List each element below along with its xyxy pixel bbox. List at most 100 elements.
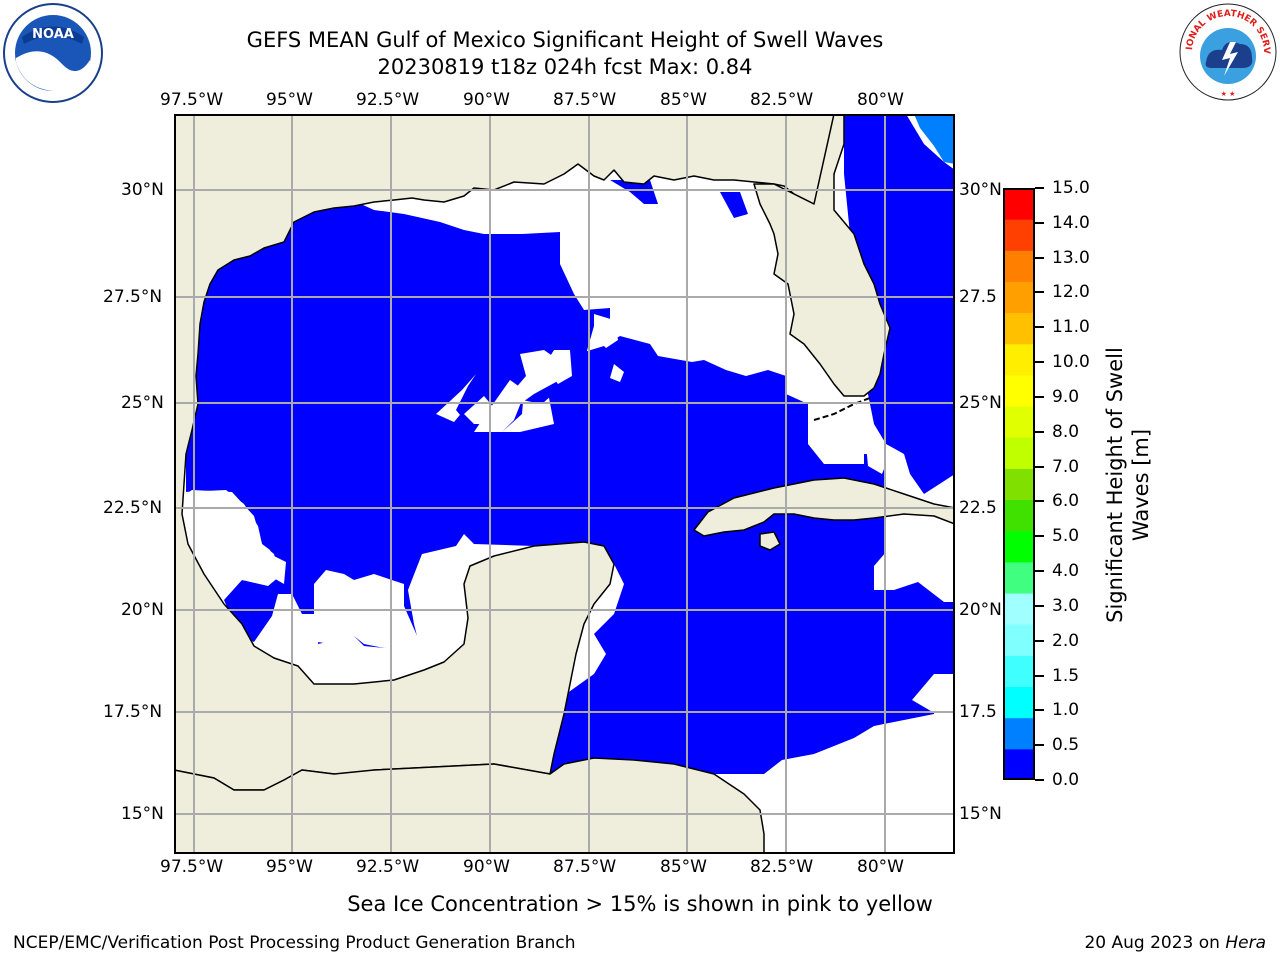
lon-label-bottom: 97.5°W xyxy=(160,857,224,877)
colorbar-tick-label: 7.0 xyxy=(1052,456,1080,477)
svg-text:★ ★: ★ ★ xyxy=(1221,90,1236,98)
colorbar-tick-label: 8.0 xyxy=(1052,421,1080,442)
colorbar-tick-label: 2.0 xyxy=(1052,630,1080,651)
map-panel xyxy=(174,114,955,854)
colorbar-tick-label: 11.0 xyxy=(1052,317,1090,338)
lat-label-left: 15°N xyxy=(121,804,164,824)
lat-label-right: 20°N xyxy=(959,600,1002,620)
lon-label-top: 92.5°W xyxy=(356,90,420,110)
colorbar-swatch xyxy=(1003,655,1035,688)
colorbar-tick-label: 1.0 xyxy=(1052,700,1080,721)
colorbar-tick-mark xyxy=(1035,500,1044,503)
sea-ice-note: Sea Ice Concentration > 15% is shown in … xyxy=(347,892,933,916)
footer-date: 20 Aug 2023 on Hera xyxy=(1084,932,1266,954)
colorbar-tick-mark xyxy=(1035,779,1044,781)
colorbar-label-line2: Waves [m] xyxy=(1129,428,1153,542)
land xyxy=(174,114,955,854)
colorbar-swatch xyxy=(1003,748,1035,780)
colorbar-swatch xyxy=(1003,343,1035,376)
colorbar-tick-mark xyxy=(1035,326,1044,329)
colorbar-tick-label: 0.5 xyxy=(1052,735,1080,756)
colorbar-tick-mark xyxy=(1035,465,1044,468)
lon-label-bottom: 82.5°W xyxy=(750,857,814,877)
colorbar-swatch xyxy=(1003,281,1035,314)
lon-label-bottom: 80°W xyxy=(857,857,904,877)
lat-label-right: 17.5 xyxy=(959,702,997,722)
colorbar-swatch xyxy=(1003,593,1035,625)
colorbar xyxy=(1003,188,1035,780)
colorbar-swatch xyxy=(1003,188,1035,220)
colorbar-swatch xyxy=(1003,374,1035,407)
footer-credit: NCEP/EMC/Verification Post Processing Pr… xyxy=(13,933,576,953)
lat-label-right: 27.5 xyxy=(959,287,997,307)
colorbar-tick-label: 15.0 xyxy=(1052,178,1090,198)
lon-label-top: 90°W xyxy=(463,90,510,110)
colorbar-tick-mark xyxy=(1035,570,1044,573)
colorbar-tick-mark xyxy=(1035,221,1044,224)
colorbar-tick-label: 0.0 xyxy=(1052,770,1080,790)
colorbar-tick-mark xyxy=(1035,535,1044,538)
lon-label-top: 85°W xyxy=(660,90,707,110)
lon-label-top: 80°W xyxy=(857,90,904,110)
lat-label-left: 25°N xyxy=(121,393,164,413)
noaa-logo: NOAA xyxy=(3,3,103,103)
colorbar-tick-label: 12.0 xyxy=(1052,282,1090,303)
colorbar-tick-label: 1.5 xyxy=(1052,665,1080,686)
colorbar-tick-label: 14.0 xyxy=(1052,212,1090,233)
lon-label-top: 82.5°W xyxy=(750,90,814,110)
lat-label-right: 30°N xyxy=(959,180,1002,200)
colorbar-tick-mark xyxy=(1035,674,1044,677)
colorbar-tick-mark xyxy=(1035,361,1044,364)
lat-label-left: 30°N xyxy=(121,180,164,200)
colorbar-swatch xyxy=(1003,312,1035,345)
colorbar-tick-mark xyxy=(1035,430,1044,433)
lat-label-left: 20°N xyxy=(121,600,164,620)
colorbar-tick-mark xyxy=(1035,395,1044,398)
colorbar-swatch xyxy=(1003,437,1035,469)
colorbar-swatch xyxy=(1003,219,1035,251)
colorbar-tick-label: 9.0 xyxy=(1052,386,1080,407)
colorbar-swatch xyxy=(1003,624,1035,656)
colorbar-tick-mark xyxy=(1035,639,1044,642)
lat-label-right: 25°N xyxy=(959,393,1002,413)
colorbar-tick-mark xyxy=(1035,709,1044,712)
footer-host: Hera xyxy=(1225,933,1266,953)
colorbar-tick-mark xyxy=(1035,187,1044,189)
colorbar-tick-mark xyxy=(1035,604,1044,607)
colorbar-tick-label: 6.0 xyxy=(1052,491,1080,512)
lon-label-bottom: 87.5°W xyxy=(553,857,617,877)
chart-subtitle: 20230819 t18z 024h fcst Max: 0.84 xyxy=(377,55,753,79)
lat-label-right: 15°N xyxy=(959,804,1002,824)
colorbar-swatch xyxy=(1003,250,1035,282)
colorbar-tick-mark xyxy=(1035,291,1044,294)
colorbar-tick-label: 3.0 xyxy=(1052,595,1080,616)
colorbar-tick-label: 13.0 xyxy=(1052,247,1090,268)
colorbar-swatch xyxy=(1003,717,1035,750)
colorbar-tick-label: 5.0 xyxy=(1052,526,1080,547)
colorbar-tick-mark xyxy=(1035,744,1044,747)
colorbar-tick-mark xyxy=(1035,256,1044,259)
colorbar-tick-label: 4.0 xyxy=(1052,561,1080,582)
lon-label-bottom: 85°W xyxy=(660,857,707,877)
colorbar-swatch xyxy=(1003,468,1035,501)
colorbar-label-line1: Significant Height of Swell xyxy=(1103,347,1127,623)
lat-label-left: 27.5°N xyxy=(103,287,163,307)
lon-label-top: 87.5°W xyxy=(553,90,617,110)
colorbar-swatch xyxy=(1003,499,1035,532)
graticule xyxy=(174,114,955,854)
lon-label-bottom: 92.5°W xyxy=(356,857,420,877)
colorbar-swatch xyxy=(1003,530,1035,563)
chart-title: GEFS MEAN Gulf of Mexico Significant Hei… xyxy=(246,28,884,52)
lon-label-bottom: 95°W xyxy=(266,857,313,877)
footer-date-text: 20 Aug 2023 on xyxy=(1084,933,1226,953)
colorbar-swatch xyxy=(1003,561,1035,594)
lon-label-top: 95°W xyxy=(266,90,313,110)
nws-logo: NATIONAL WEATHER SERVICE ★ ★ xyxy=(1178,2,1277,101)
colorbar-tick-label: 10.0 xyxy=(1052,352,1090,373)
noaa-logo-text: NOAA xyxy=(32,27,74,42)
lon-label-bottom: 90°W xyxy=(463,857,510,877)
lon-label-top: 97.5°W xyxy=(160,90,224,110)
lat-label-left: 17.5°N xyxy=(103,702,163,722)
lat-label-left: 22.5°N xyxy=(103,498,163,518)
colorbar-label: Significant Height of Swell Waves [m] xyxy=(1102,325,1154,645)
